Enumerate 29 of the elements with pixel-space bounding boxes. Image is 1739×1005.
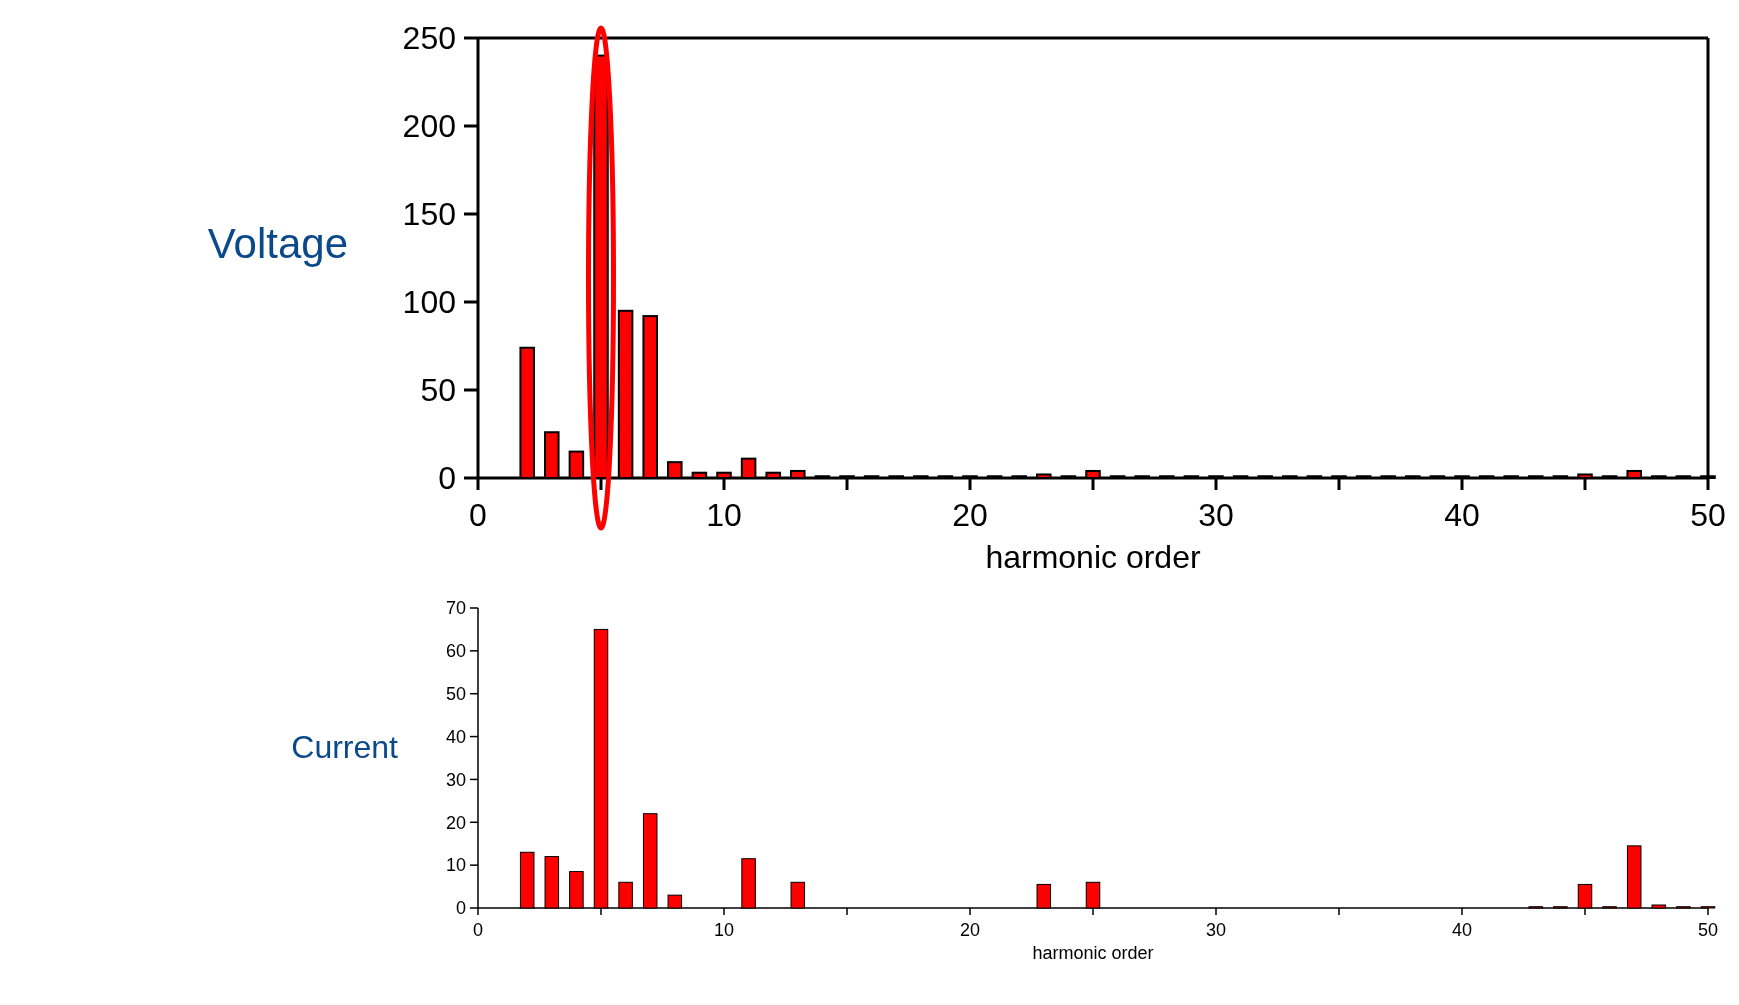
x-tick-label: 30 [1205,920,1227,940]
y-tick-label: 0 [438,460,456,497]
y-tick-label: 40 [445,726,466,747]
x-tick-label: 30 [1198,497,1234,533]
x-tick-label: 50 [1690,497,1726,533]
y-tick-label: 250 [402,20,456,57]
x-axis-title: harmonic order [985,538,1201,575]
y-tick-label: 20 [445,812,466,833]
text: Current [291,729,399,765]
text: Voltage [207,220,348,267]
y-tick-label: 50 [420,372,456,409]
y-tick-label: 60 [445,641,466,662]
y-tick-label: 10 [445,855,466,876]
y-tick-label: 30 [445,769,466,790]
x-tick-label: 20 [952,497,988,533]
y-tick-label: 50 [445,684,466,705]
x-tick-label: 0 [472,920,484,940]
x-tick-label: 40 [1444,497,1480,533]
x-tick-label: 10 [706,497,742,533]
y-tick-label: 0 [455,898,466,919]
y-tick-label: 100 [402,284,456,321]
x-tick-label: 40 [1451,920,1473,940]
y-tick-label: 150 [402,196,456,233]
x-tick-label: 20 [959,920,981,940]
x-axis-title: harmonic order [1032,943,1154,964]
x-tick-label: 10 [713,920,735,940]
y-tick-label: 70 [445,598,466,619]
x-tick-label: 50 [1697,920,1719,940]
y-tick-label: 200 [402,108,456,145]
